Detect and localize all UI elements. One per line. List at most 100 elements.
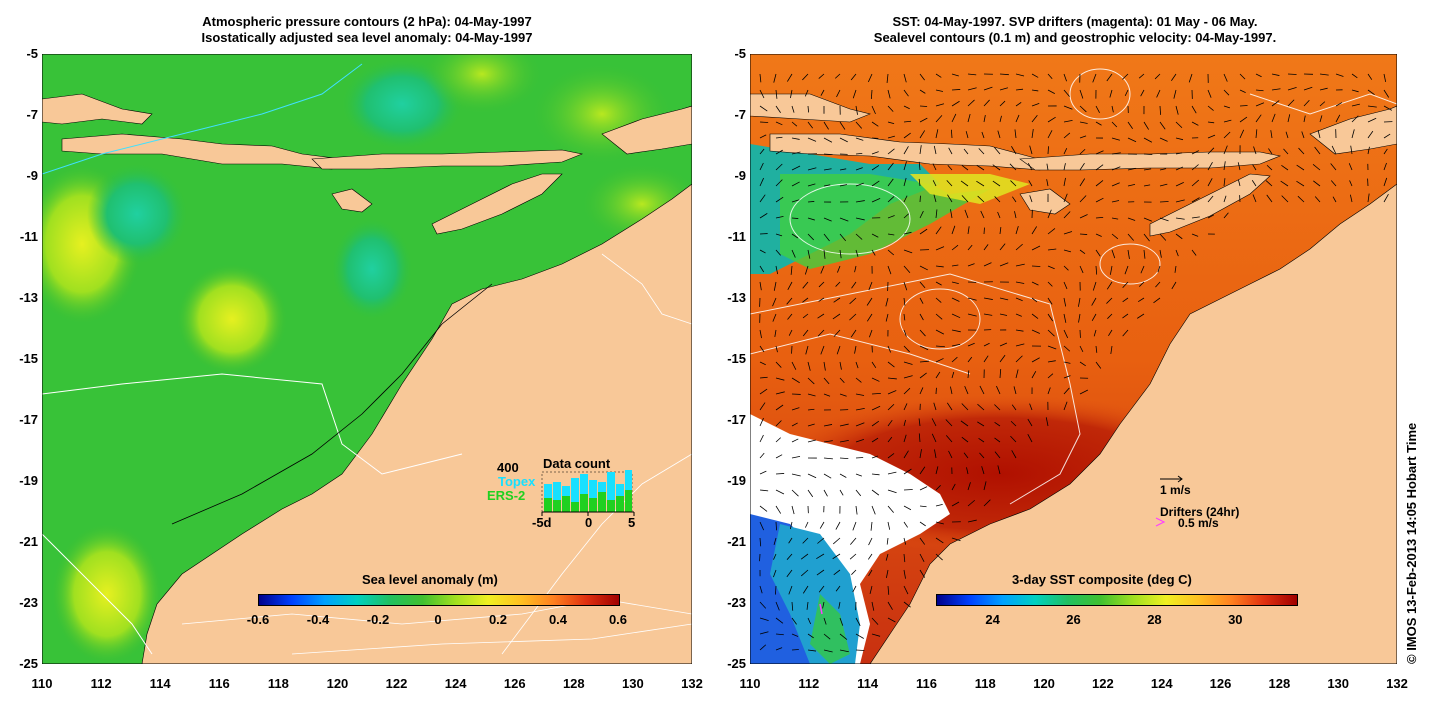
right-colorbar-title: 3-day SST composite (deg C) xyxy=(1012,572,1192,587)
velocity-vector xyxy=(833,329,841,337)
velocity-vector xyxy=(950,129,953,139)
velocity-vector xyxy=(1011,404,1017,411)
velocity-vector xyxy=(983,262,992,267)
velocity-vector xyxy=(1079,162,1085,171)
velocity-vector xyxy=(1207,162,1213,171)
velocity-vector xyxy=(871,198,881,203)
velocity-vector xyxy=(805,345,809,355)
velocity-vector xyxy=(887,121,895,125)
velocity-vector xyxy=(1237,162,1241,171)
velocity-vector xyxy=(903,361,913,365)
velocity-vector xyxy=(791,199,800,203)
velocity-vector xyxy=(833,569,841,576)
velocity-vector xyxy=(1063,132,1071,139)
right-y-tick-label: -17 xyxy=(727,412,746,427)
velocity-vector xyxy=(1252,194,1257,203)
velocity-vector xyxy=(818,73,825,79)
velocity-vector xyxy=(1252,164,1257,171)
velocity-vector xyxy=(1255,114,1262,123)
velocity-vector xyxy=(983,99,990,107)
velocity-vector xyxy=(994,196,1001,203)
velocity-vector xyxy=(1029,403,1033,411)
velocity-vector xyxy=(790,89,793,99)
velocity-vector xyxy=(1159,168,1167,171)
velocity-vector xyxy=(919,569,926,578)
velocity-vector xyxy=(1298,147,1305,155)
velocity-vector xyxy=(919,521,926,527)
velocity-vector xyxy=(1335,73,1344,77)
left-x-tick-label: 128 xyxy=(562,676,585,691)
velocity-vector xyxy=(775,521,777,531)
velocity-vector xyxy=(1091,313,1097,322)
velocity-vector xyxy=(1111,200,1120,203)
velocity-vector xyxy=(1383,73,1387,82)
velocity-vector xyxy=(951,113,957,123)
velocity-vector xyxy=(775,179,783,187)
velocity-vector xyxy=(935,209,938,219)
velocity-vector xyxy=(1287,73,1297,75)
velocity-vector xyxy=(933,194,937,203)
velocity-vector xyxy=(1029,195,1033,203)
velocity-vector xyxy=(867,73,873,83)
velocity-vector xyxy=(983,481,987,491)
velocity-vector xyxy=(807,408,815,411)
velocity-vector xyxy=(1281,165,1289,171)
velocity-vector xyxy=(951,343,961,347)
velocity-vector xyxy=(887,419,893,427)
velocity-vector xyxy=(807,439,817,443)
velocity-vector xyxy=(919,449,922,459)
velocity-vector xyxy=(919,387,924,395)
velocity-vector xyxy=(1383,148,1388,155)
velocity-vector xyxy=(935,89,944,92)
velocity-vector xyxy=(1140,265,1145,274)
left-y-tick-label: -13 xyxy=(19,290,38,305)
velocity-vector xyxy=(759,345,765,353)
velocity-vector xyxy=(871,392,881,395)
velocity-vector xyxy=(1191,249,1197,256)
velocity-vector xyxy=(1047,265,1055,270)
velocity-vector xyxy=(807,633,814,639)
velocity-vector xyxy=(823,249,826,259)
velocity-vector xyxy=(935,265,944,268)
velocity-vector xyxy=(1271,100,1280,107)
velocity-vector xyxy=(1063,231,1073,235)
velocity-vector xyxy=(1111,182,1120,187)
velocity-vector xyxy=(1191,150,1199,155)
velocity-vector xyxy=(1367,146,1370,155)
velocity-vector xyxy=(1297,195,1305,203)
velocity-vector xyxy=(1301,131,1305,139)
velocity-vector xyxy=(1223,145,1228,155)
velocity-vector xyxy=(1143,153,1153,156)
velocity-vector xyxy=(871,437,879,443)
velocity-vector xyxy=(855,633,864,639)
velocity-vector xyxy=(775,361,782,368)
velocity-vector xyxy=(1111,137,1120,141)
velocity-vector xyxy=(951,73,959,77)
velocity-vector xyxy=(918,418,921,427)
velocity-vector xyxy=(802,313,809,319)
velocity-vector xyxy=(800,553,809,560)
velocity-vector xyxy=(839,249,842,259)
velocity-vector xyxy=(839,168,847,171)
velocity-vector xyxy=(791,217,799,219)
velocity-vector xyxy=(759,434,764,443)
velocity-vector xyxy=(1330,180,1337,187)
velocity-vector xyxy=(775,136,783,139)
data-count-xtick-2: 5 xyxy=(628,515,636,530)
velocity-vector xyxy=(787,281,793,291)
velocity-vector xyxy=(919,210,924,219)
velocity-vector xyxy=(818,585,825,593)
velocity-vector xyxy=(871,151,879,155)
velocity-vector xyxy=(1047,297,1053,305)
velocity-vector xyxy=(1095,345,1098,353)
velocity-vector xyxy=(951,537,961,542)
velocity-vector xyxy=(855,407,865,411)
right-colorbar-tick: 24 xyxy=(985,612,1000,627)
velocity-vector xyxy=(871,105,876,115)
velocity-vector xyxy=(1063,105,1073,110)
velocity-vector xyxy=(1106,73,1113,82)
velocity-vector xyxy=(885,553,889,561)
velocity-vector xyxy=(1191,105,1197,114)
velocity-vector xyxy=(775,420,782,427)
velocity-vector xyxy=(967,244,973,251)
